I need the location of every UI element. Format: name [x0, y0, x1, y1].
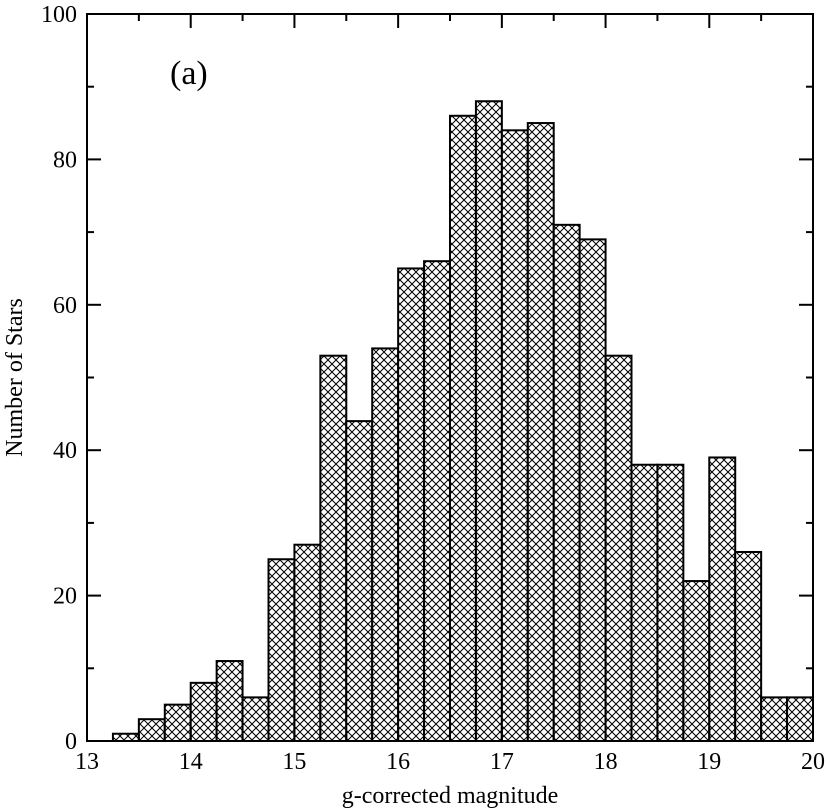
histogram-bar — [397, 267, 426, 742]
x-tick-label: 19 — [697, 749, 721, 775]
y-tick-label: 100 — [41, 2, 77, 28]
histogram-bar — [734, 550, 763, 742]
x-tick-label: 16 — [386, 749, 410, 775]
x-tick-label: 15 — [282, 749, 306, 775]
histogram-bar — [760, 696, 789, 743]
histogram-bar — [111, 732, 140, 742]
histogram-bar — [500, 129, 529, 742]
x-tick-label: 20 — [801, 749, 825, 775]
histogram-bar — [449, 114, 477, 742]
histogram-bar — [371, 347, 400, 742]
histogram-bar — [319, 354, 348, 742]
bars-group — [111, 100, 814, 743]
histogram-bar — [163, 703, 192, 743]
histogram-bar — [137, 718, 166, 743]
histogram-bar — [578, 238, 607, 742]
histogram-bar — [526, 122, 555, 743]
histogram-bar — [552, 223, 581, 742]
x-tick-label: 14 — [179, 749, 203, 775]
histogram-bar — [656, 463, 685, 742]
histogram-bar — [241, 696, 270, 743]
histogram-bar — [786, 696, 814, 743]
histogram-bar — [682, 580, 711, 742]
histogram-bar — [267, 558, 296, 742]
y-tick-label: 20 — [53, 584, 77, 610]
y-axis: 0 20 40 60 80 100 — [41, 2, 813, 755]
x-axis: 13 14 15 16 17 18 19 20 — [75, 14, 825, 775]
x-tick-label: 18 — [594, 749, 618, 775]
histogram-bar — [604, 354, 633, 742]
y-tick-label: 0 — [65, 729, 77, 755]
panel-label: (a) — [170, 55, 208, 92]
y-tick-label: 80 — [53, 147, 77, 173]
y-tick-label: 40 — [53, 438, 77, 464]
y-axis-title: Number of Stars — [2, 298, 28, 457]
histogram-bar — [189, 681, 218, 743]
histogram-bar — [293, 543, 322, 743]
histogram-bar — [474, 100, 503, 743]
x-tick-label: 17 — [490, 749, 514, 775]
histogram-bar — [630, 463, 659, 742]
y-tick-label: 60 — [53, 293, 77, 319]
histogram-bar — [423, 260, 452, 742]
histogram-bar — [215, 660, 244, 743]
histogram-bar — [708, 456, 737, 742]
x-tick-label: 13 — [75, 749, 99, 775]
histogram-bar — [345, 420, 374, 742]
x-axis-title: g-corrected magnitude — [342, 783, 559, 809]
